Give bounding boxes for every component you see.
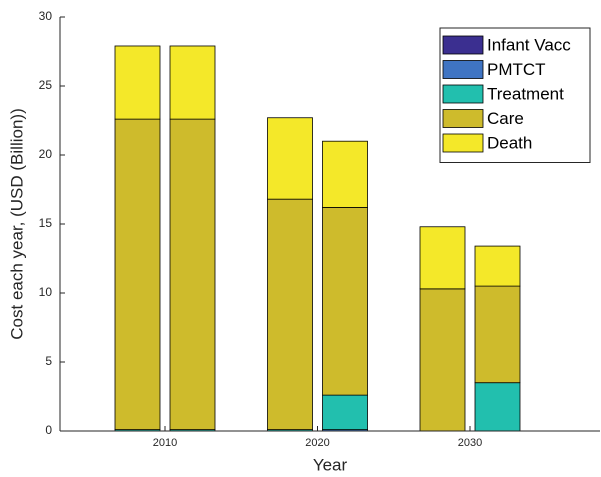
bar-segment [169,45,216,120]
bar-segment [169,118,216,431]
bar-segment [474,285,521,384]
bar-segment [474,382,521,432]
bar-segment [474,245,521,287]
bar-segment [419,288,466,432]
x-axis-label: Year [313,455,348,474]
legend-label: PMTCT [487,60,546,79]
y-tick-label: 20 [39,147,53,161]
bar-segment [419,226,466,290]
legend-label: Infant Vacc [487,35,571,54]
x-tick-label: 2010 [153,437,177,449]
y-tick-label: 5 [45,354,52,368]
x-tick-label: 2030 [458,437,482,449]
y-axis-label: Cost each year, (USD (Billion)) [7,108,26,339]
bar-segment [322,207,368,396]
bar-segment [322,140,368,208]
bar-segment [267,117,313,200]
y-tick-label: 10 [39,285,53,299]
legend-swatch [442,84,484,104]
y-tick-label: 15 [39,216,53,230]
y-tick-label: 25 [39,78,53,92]
x-tick-label: 2020 [305,437,329,449]
bar-segment [322,394,368,431]
bar-segment [114,118,161,431]
legend-label: Death [487,133,532,152]
legend-swatch [442,60,484,79]
legend-swatch [442,35,484,55]
legend-swatch [442,133,484,153]
bar-segment [114,45,161,120]
legend-swatch [442,109,484,128]
legend-label: Care [487,109,524,128]
y-tick-label: 0 [45,423,52,437]
y-tick-label: 30 [39,9,53,23]
bar-segment [267,198,313,431]
legend-label: Treatment [487,84,564,103]
